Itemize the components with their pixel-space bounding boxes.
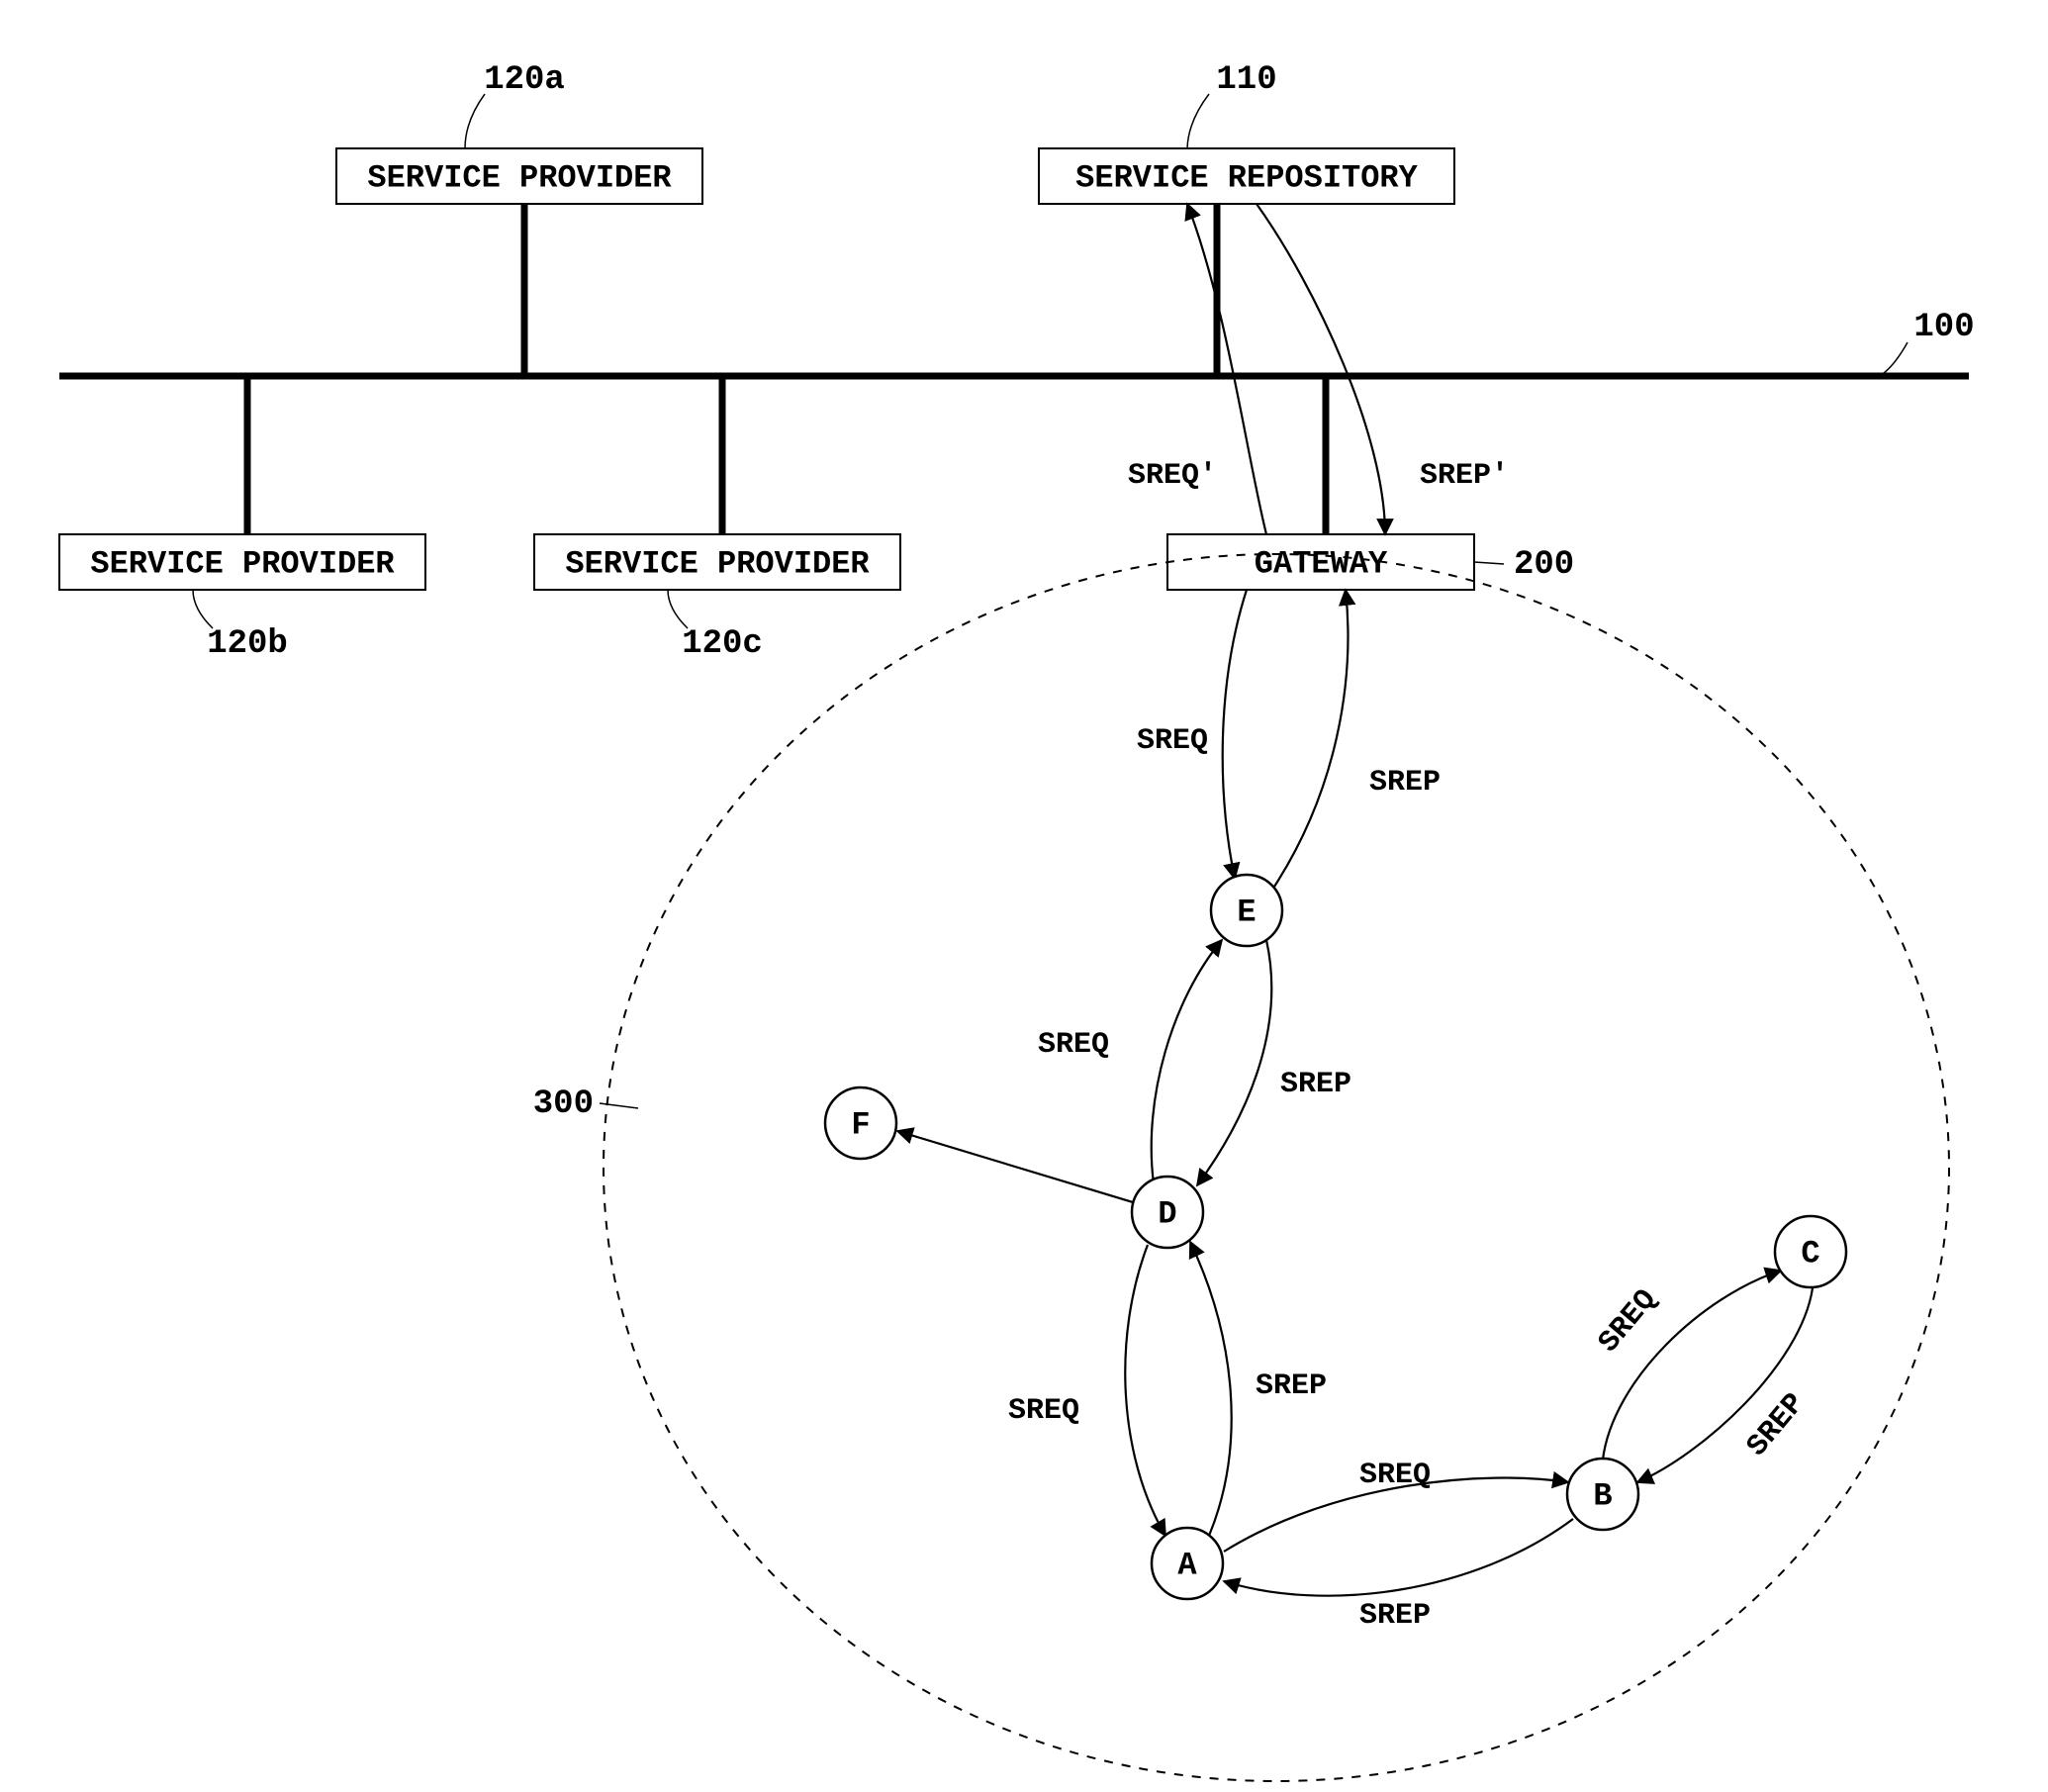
ref-label: 120b — [207, 625, 288, 663]
arrow-gw_repo_rep — [1257, 204, 1385, 534]
box-label: SERVICE PROVIDER — [565, 545, 870, 582]
arrow-label-d_a_req: SREQ — [1008, 1394, 1079, 1428]
bus-ref-label: 100 — [1913, 309, 1974, 346]
arrow-a_b_rep — [1224, 1519, 1573, 1596]
adhoc-ref-leader — [600, 1103, 638, 1108]
adhoc-boundary — [604, 554, 1949, 1781]
box-label: SERVICE PROVIDER — [90, 545, 395, 582]
adhoc-ref-label: 300 — [533, 1085, 594, 1123]
ref-label: 200 — [1514, 546, 1574, 584]
arrow-d_a_req — [1125, 1245, 1165, 1536]
arrow-d_f — [897, 1131, 1133, 1202]
box-service-provider-c: SERVICE PROVIDER 120c — [534, 376, 900, 663]
node-label-E: E — [1237, 894, 1256, 930]
box-service-provider-b: SERVICE PROVIDER 120b — [59, 376, 425, 663]
node-label-D: D — [1158, 1195, 1176, 1232]
arrow-label-a_b_rep: SREP — [1359, 1599, 1431, 1633]
box-service-repository: SERVICE REPOSITORY 110 — [1039, 61, 1454, 376]
arrow-gw_e_req — [1223, 590, 1247, 879]
node-label-B: B — [1593, 1477, 1612, 1514]
arrow-label-b_c_rep: SREP — [1741, 1387, 1813, 1463]
adhoc-nodes: A B C D E F — [825, 875, 1846, 1599]
node-label-C: C — [1801, 1235, 1819, 1272]
node-label-F: F — [851, 1106, 870, 1143]
box-label: SERVICE REPOSITORY — [1075, 159, 1418, 196]
bus-ref-leader — [1880, 342, 1908, 376]
arrow-gw_e_rep — [1274, 590, 1348, 887]
box-service-provider-a: SERVICE PROVIDER 120a — [336, 61, 702, 376]
node-label-A: A — [1177, 1547, 1197, 1583]
message-arrows: SREQ' SREP' SREQ SREP SREQ SREP SREQ SREP SREQ SR… — [897, 204, 1813, 1633]
arrow-label-b_c_req: SREQ — [1593, 1283, 1664, 1360]
ref-label: 120a — [484, 61, 565, 99]
arrow-e_d_rep — [1197, 940, 1271, 1185]
arrow-label-e_d_rep: SREP — [1280, 1068, 1351, 1101]
arrow-b_c_rep — [1637, 1288, 1813, 1482]
arrow-label-a_b_req: SREQ — [1359, 1459, 1431, 1492]
arrow-d_a_rep — [1190, 1242, 1232, 1536]
box-gateway: GATEWAY 200 — [1167, 376, 1574, 590]
ref-label: 120c — [682, 625, 763, 663]
box-label: GATEWAY — [1255, 545, 1388, 582]
ref-label: 110 — [1216, 61, 1276, 99]
arrow-label-gw_e_req: SREQ — [1137, 724, 1208, 758]
arrow-label-gw_repo_rep: SREP' — [1420, 459, 1509, 493]
arrow-e_d_req — [1152, 940, 1222, 1183]
box-label: SERVICE PROVIDER — [367, 159, 672, 196]
arrow-label-e_d_req: SREQ — [1038, 1028, 1109, 1062]
arrow-label-gw_e_rep: SREP — [1369, 766, 1441, 800]
arrow-label-gw_repo_req: SREQ' — [1128, 459, 1217, 493]
arrow-label-d_a_rep: SREP — [1256, 1369, 1327, 1403]
